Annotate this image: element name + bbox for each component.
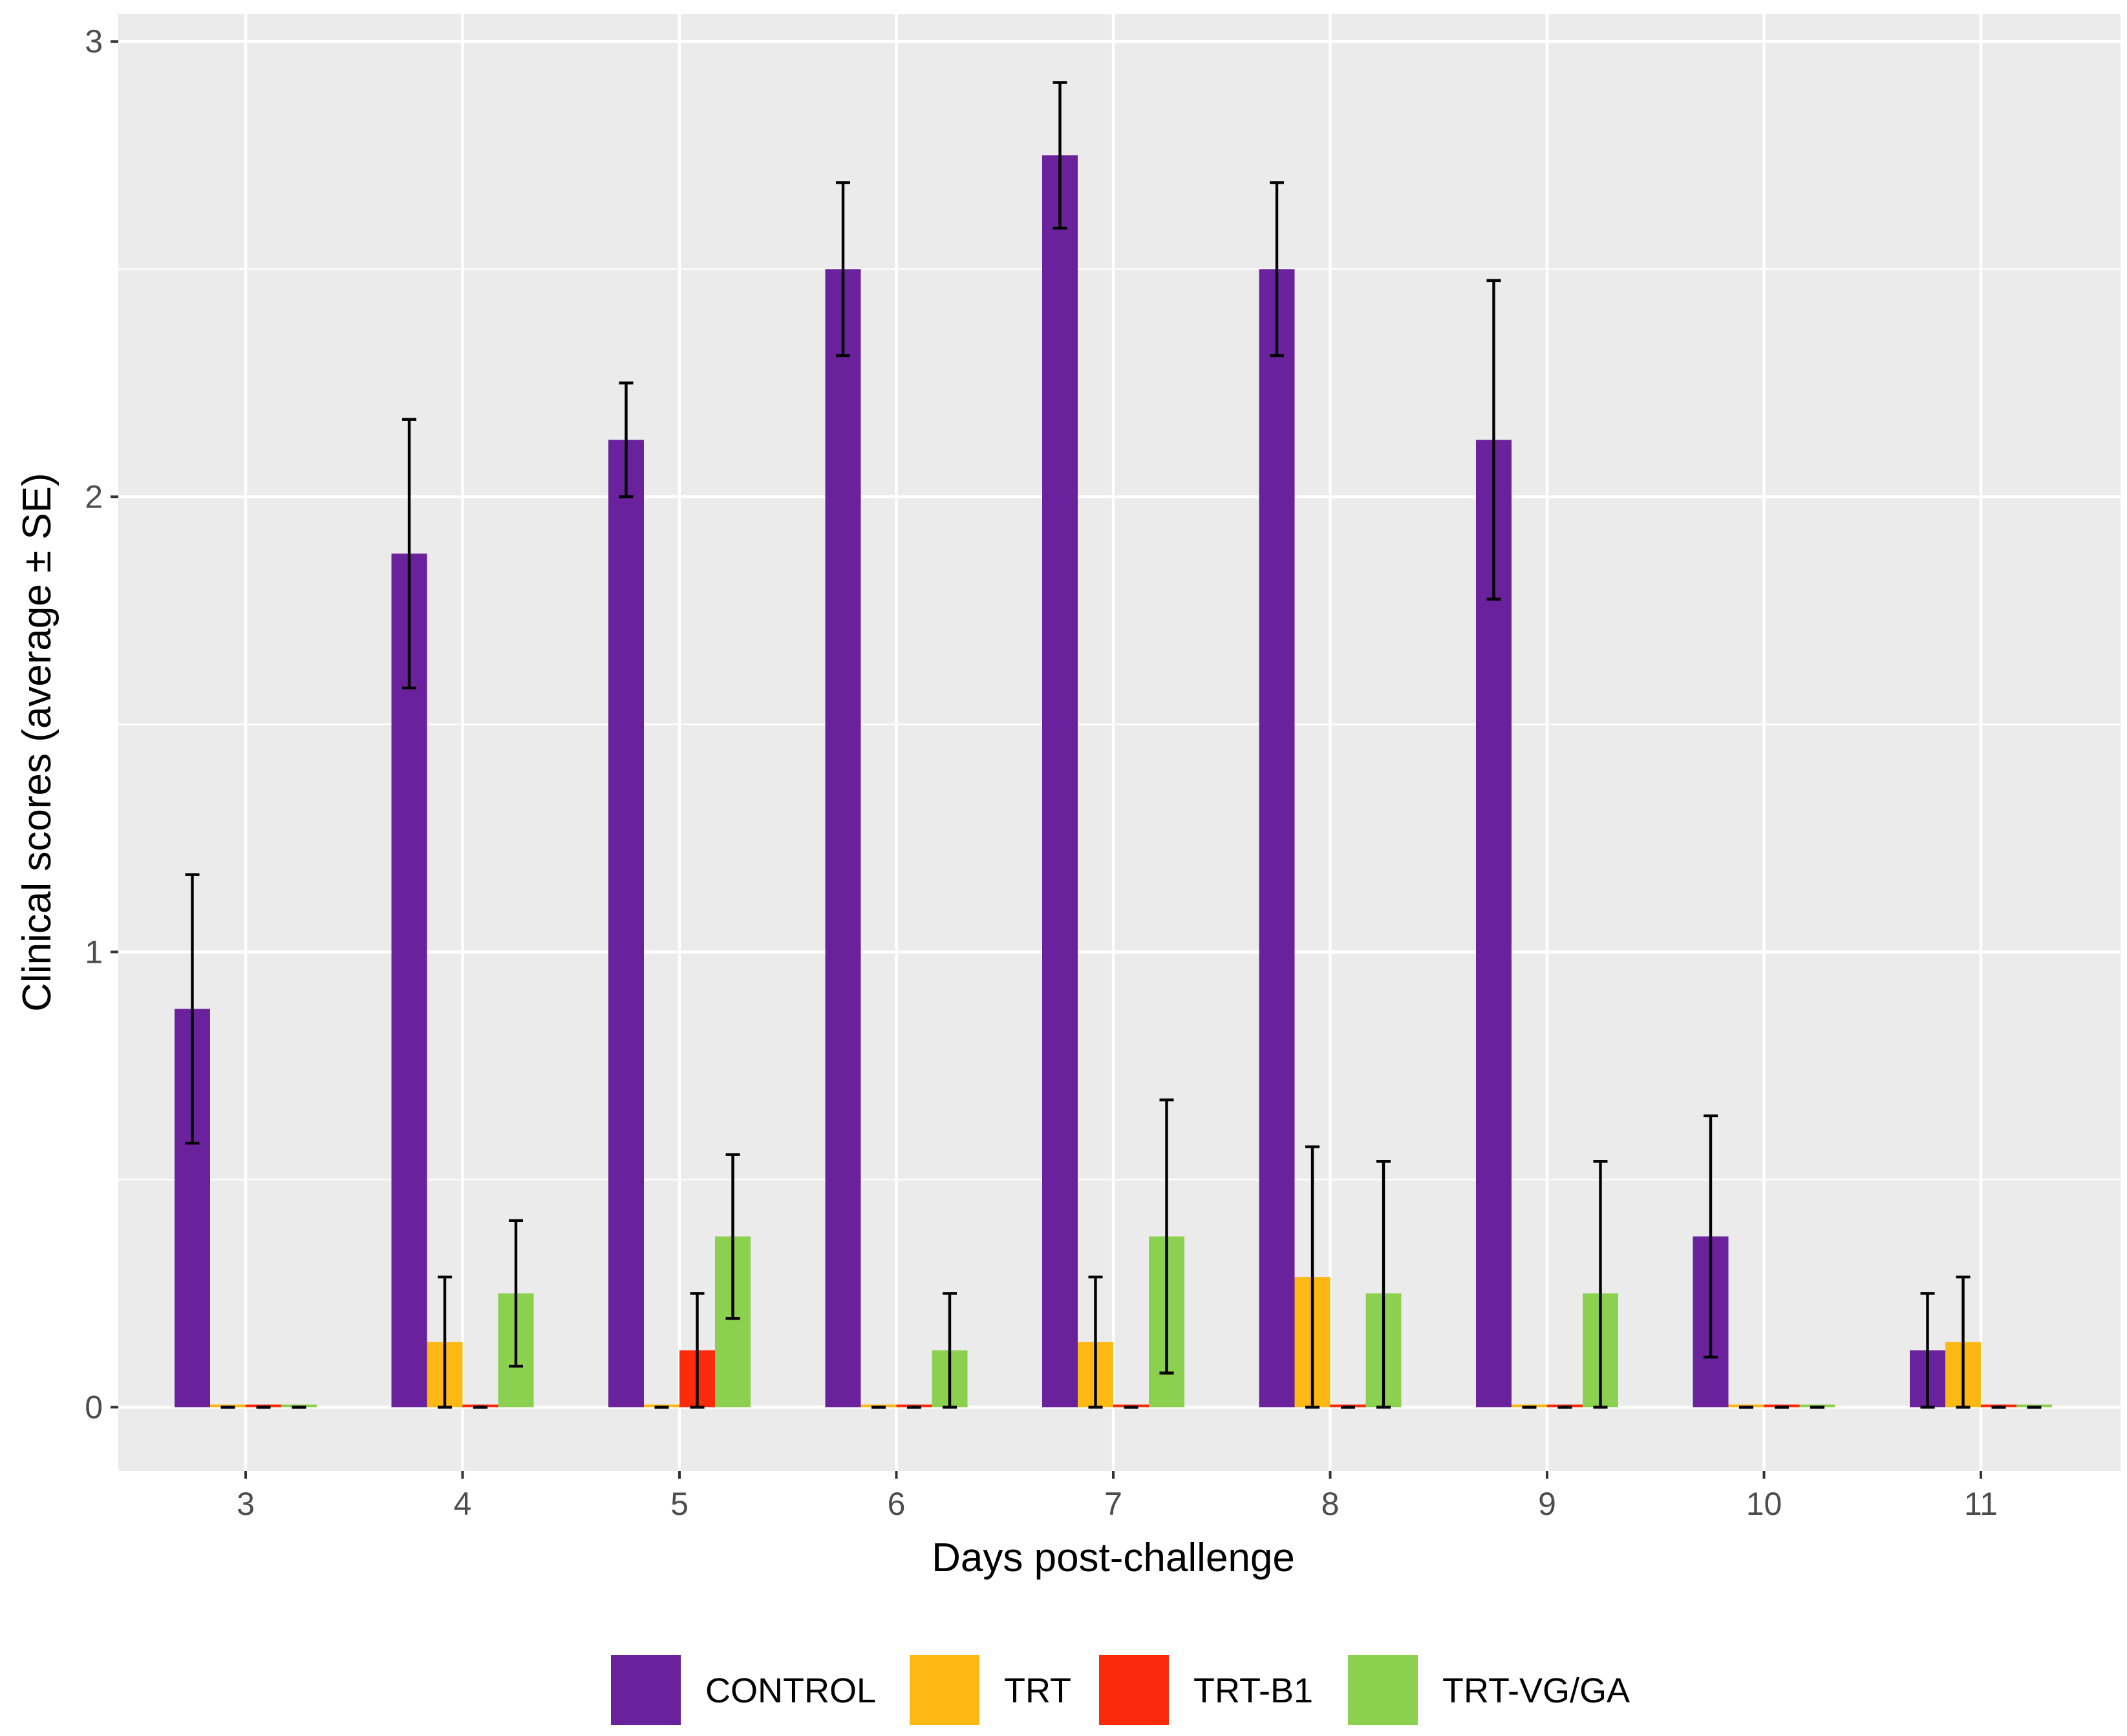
y-tick-label: 3 xyxy=(85,23,103,59)
y-tick-label: 0 xyxy=(85,1389,103,1425)
plot-panel xyxy=(118,14,2121,1471)
bar xyxy=(608,440,644,1408)
grid xyxy=(118,14,2121,1471)
legend-key xyxy=(1348,1655,1418,1725)
legend: CONTROL TRT TRT-B1 TRT-VG/GA xyxy=(611,1655,1630,1725)
x-tick-label: 7 xyxy=(1104,1486,1122,1522)
x-tick-label: 4 xyxy=(454,1486,472,1522)
x-tick-label: 8 xyxy=(1321,1486,1340,1522)
y-axis-title: Clinical scores (average ± SE) xyxy=(15,473,59,1011)
y-tick-label: 1 xyxy=(85,934,103,970)
bar xyxy=(391,553,427,1408)
error-bars xyxy=(185,81,2042,1409)
x-tick-label: 11 xyxy=(1964,1486,1998,1522)
x-tick-label: 6 xyxy=(888,1486,906,1522)
bar xyxy=(1259,269,1295,1408)
bar xyxy=(1476,440,1512,1408)
legend-label: TRT-B1 xyxy=(1193,1671,1313,1710)
legend-label: TRT-VG/GA xyxy=(1442,1671,1630,1710)
legend-label: CONTROL xyxy=(705,1671,876,1710)
x-tick-label: 10 xyxy=(1746,1486,1782,1522)
x-tick-label: 3 xyxy=(237,1486,255,1522)
x-tick-label: 5 xyxy=(670,1486,689,1522)
bar xyxy=(1042,155,1078,1408)
bar xyxy=(825,269,861,1408)
axes: 0 1 2 3 3 4 5 6 7 8 9 10 11 xyxy=(85,23,1998,1522)
bars xyxy=(175,155,2052,1408)
x-axis-title: Days post-challenge xyxy=(932,1536,1295,1580)
y-tick-label: 2 xyxy=(85,478,103,515)
legend-key xyxy=(910,1655,979,1725)
legend-key xyxy=(1099,1655,1169,1725)
legend-label: TRT xyxy=(1004,1671,1071,1710)
legend-key xyxy=(611,1655,681,1725)
x-tick-label: 9 xyxy=(1538,1486,1556,1522)
